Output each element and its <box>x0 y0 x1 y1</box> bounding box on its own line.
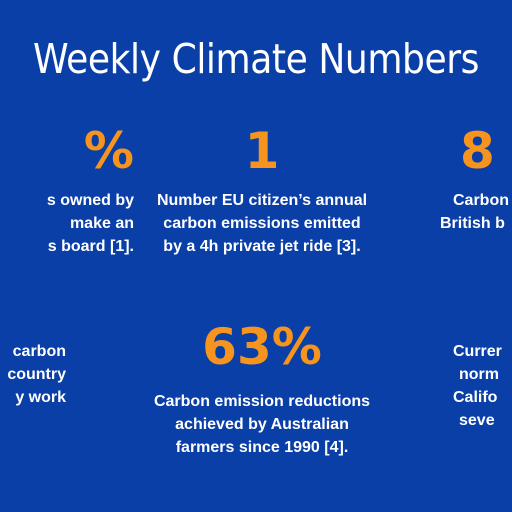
stat-card: carbon country y work <box>0 322 66 409</box>
stat-value: 8 <box>460 122 495 180</box>
stat-description-line: s owned by <box>46 192 134 209</box>
stat-description-line: Califo <box>453 389 498 406</box>
stat-description: Carbon British b <box>440 189 512 235</box>
stat-description: s owned by make an s board [1]. <box>0 189 134 258</box>
stat-value: % <box>83 122 134 180</box>
stat-description-line: carbon emissions emitted <box>163 215 361 232</box>
stat-description: carbon country y work <box>0 340 66 409</box>
stat-description-line: Number EU citizen’s annual <box>156 192 368 209</box>
page-title: Weekly Climate Numbers <box>32 35 480 83</box>
stat-card: 8 Carbon British b <box>440 126 512 235</box>
stat-description-line: achieved by Australian <box>175 416 349 433</box>
stat-card: Currer norm Califo seve <box>453 322 512 432</box>
stat-description-line: Carbon <box>453 192 509 209</box>
stat-card: 63% Carbon emission reductions achieved … <box>134 322 390 459</box>
stat-card: % s owned by make an s board [1]. <box>0 126 134 258</box>
stat-description-line: country <box>7 366 66 383</box>
stat-description-line: British b <box>440 215 505 232</box>
stat-description-line: Carbon emission reductions <box>153 393 371 410</box>
stat-description-line: by a 4h private jet ride [3]. <box>163 238 361 255</box>
stat-description: Carbon emission reductions achieved by A… <box>134 390 390 459</box>
stat-description-line: farmers since 1990 [4]. <box>175 439 349 456</box>
stat-description-line: y work <box>15 389 66 406</box>
stat-description-line: seve <box>459 412 495 429</box>
stat-description-line: s board [1]. <box>47 238 134 255</box>
stat-description-line: norm <box>459 366 499 383</box>
stat-description: Number EU citizen’s annual carbon emissi… <box>134 189 390 258</box>
stat-description-line: make an <box>69 215 134 232</box>
stat-value: 63% <box>202 318 322 376</box>
stat-value: 1 <box>244 122 280 180</box>
stat-description-line: Currer <box>453 343 502 360</box>
stat-card: 1 Number EU citizen’s annual carbon emis… <box>134 126 390 258</box>
stat-description-line: carbon <box>12 343 66 360</box>
stat-description: Currer norm Califo seve <box>453 340 512 432</box>
